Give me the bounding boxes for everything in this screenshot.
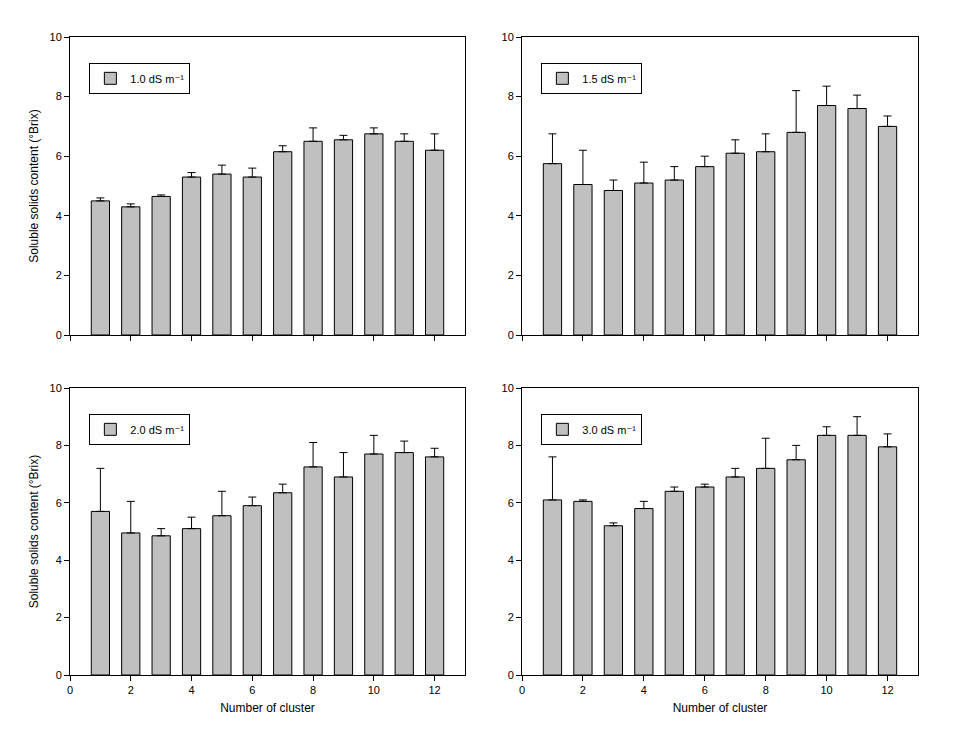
svg-text:10: 10 [368, 684, 380, 696]
svg-text:3.0 dS m⁻¹: 3.0 dS m⁻¹ [582, 424, 636, 436]
svg-text:12: 12 [881, 684, 893, 696]
svg-text:4: 4 [641, 684, 647, 696]
svg-text:8: 8 [310, 684, 316, 696]
svg-text:8: 8 [763, 684, 769, 696]
svg-text:Number of cluster: Number of cluster [220, 701, 315, 715]
svg-text:10: 10 [502, 382, 514, 394]
svg-text:10: 10 [50, 382, 62, 394]
svg-text:2: 2 [56, 611, 62, 623]
svg-text:2: 2 [580, 684, 586, 696]
svg-text:4: 4 [508, 210, 514, 222]
svg-text:6: 6 [508, 497, 514, 509]
svg-text:4: 4 [56, 210, 62, 222]
svg-text:10: 10 [820, 684, 832, 696]
svg-text:0: 0 [519, 684, 525, 696]
svg-text:1.0 dS m⁻¹: 1.0 dS m⁻¹ [130, 73, 184, 85]
svg-text:Soluble solids content (°Brix): Soluble solids content (°Brix) [27, 455, 41, 609]
svg-text:4: 4 [508, 554, 514, 566]
svg-text:6: 6 [702, 684, 708, 696]
svg-text:8: 8 [56, 439, 62, 451]
svg-text:Number of cluster: Number of cluster [673, 701, 768, 715]
svg-text:0: 0 [56, 329, 62, 341]
svg-text:8: 8 [56, 90, 62, 102]
svg-text:10: 10 [502, 31, 514, 43]
svg-text:8: 8 [508, 439, 514, 451]
svg-text:0: 0 [67, 684, 73, 696]
svg-text:8: 8 [508, 90, 514, 102]
svg-text:Soluble solids content (°Brix): Soluble solids content (°Brix) [27, 109, 41, 263]
svg-text:6: 6 [249, 684, 255, 696]
svg-text:4: 4 [56, 554, 62, 566]
svg-text:2.0 dS m⁻¹: 2.0 dS m⁻¹ [130, 424, 184, 436]
svg-text:6: 6 [508, 150, 514, 162]
svg-text:2: 2 [508, 611, 514, 623]
svg-text:2: 2 [56, 269, 62, 281]
svg-text:2: 2 [128, 684, 134, 696]
svg-text:2: 2 [508, 269, 514, 281]
svg-text:0: 0 [508, 329, 514, 341]
svg-text:6: 6 [56, 497, 62, 509]
svg-text:0: 0 [508, 669, 514, 681]
svg-text:6: 6 [56, 150, 62, 162]
svg-text:4: 4 [188, 684, 194, 696]
svg-text:1.5 dS m⁻¹: 1.5 dS m⁻¹ [582, 73, 636, 85]
svg-text:0: 0 [56, 669, 62, 681]
svg-text:12: 12 [428, 684, 440, 696]
svg-text:10: 10 [50, 31, 62, 43]
